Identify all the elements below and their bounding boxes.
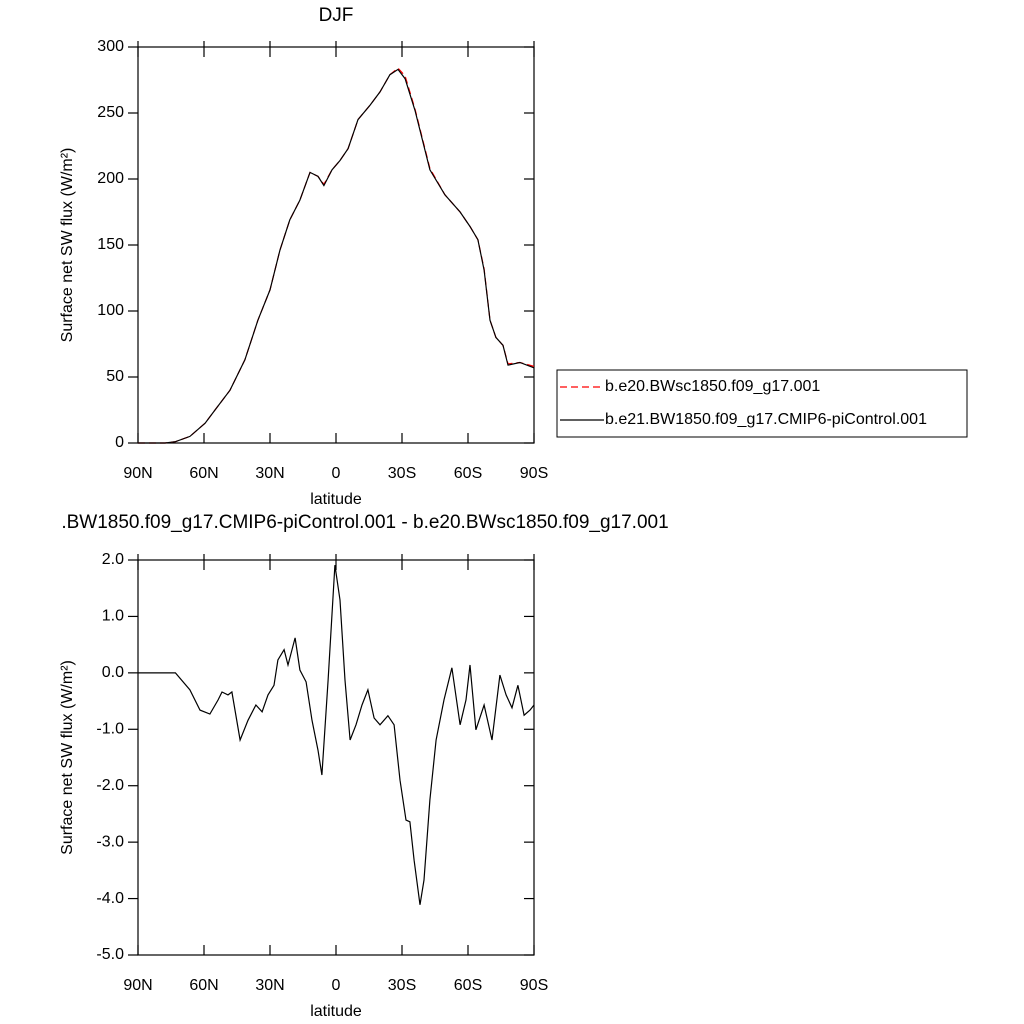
y-tick-label: -3.0: [96, 833, 124, 850]
y-tick-label: -5.0: [96, 946, 124, 963]
y-tick-label: 1.0: [102, 608, 124, 625]
x-axis-label: latitude: [310, 491, 362, 508]
legend-label: b.e21.BW1850.f09_g17.CMIP6-piControl.001: [605, 411, 927, 428]
legend-box: [556, 369, 968, 438]
y-tick-label: 300: [97, 38, 124, 55]
x-tick-label: 60N: [189, 977, 218, 994]
y-tick-label: 50: [106, 368, 124, 385]
y-tick-label: 250: [97, 104, 124, 121]
y-tick-label: -4.0: [96, 890, 124, 907]
x-tick-label: 60N: [189, 465, 218, 482]
y-tick-label: 150: [97, 236, 124, 253]
x-tick-label: 30S: [388, 977, 416, 994]
x-tick-label: 30N: [255, 977, 284, 994]
x-axis-label: latitude: [310, 1003, 362, 1020]
x-tick-label: 60S: [454, 465, 482, 482]
y-tick-label: 2.0: [102, 551, 124, 568]
x-tick-label: 0: [332, 977, 341, 994]
chart-title: .BW1850.f09_g17.CMIP6-piControl.001 - b.…: [61, 512, 668, 533]
data-line: [138, 68, 535, 444]
x-tick-label: 90N: [123, 977, 152, 994]
chart-title: DJF: [319, 5, 354, 26]
data-line: [138, 565, 535, 905]
y-tick-label: 0.0: [102, 664, 124, 681]
x-tick-label: 90S: [520, 977, 548, 994]
y-tick-label: -2.0: [96, 777, 124, 794]
legend: b.e20.BWsc1850.f09_g17.001 b.e21.BW1850.f…: [556, 369, 968, 438]
data-line: [138, 67, 535, 444]
x-tick-label: 30N: [255, 465, 284, 482]
y-tick-label: 200: [97, 170, 124, 187]
x-tick-label: 60S: [454, 977, 482, 994]
legend-label: b.e20.BWsc1850.f09_g17.001: [605, 378, 820, 395]
y-tick-label: 0: [115, 434, 124, 451]
x-tick-label: 90S: [520, 465, 548, 482]
x-tick-label: 90N: [123, 465, 152, 482]
y-axis-label: Surface net SW flux (W/m²): [59, 660, 76, 855]
plot-frame: [137, 46, 535, 444]
x-tick-label: 30S: [388, 465, 416, 482]
x-tick-label: 0: [332, 465, 341, 482]
plot-frame: [137, 559, 535, 956]
y-tick-label: -1.0: [96, 721, 124, 738]
y-tick-label: 100: [97, 302, 124, 319]
y-axis-label: Surface net SW flux (W/m²): [59, 148, 76, 343]
